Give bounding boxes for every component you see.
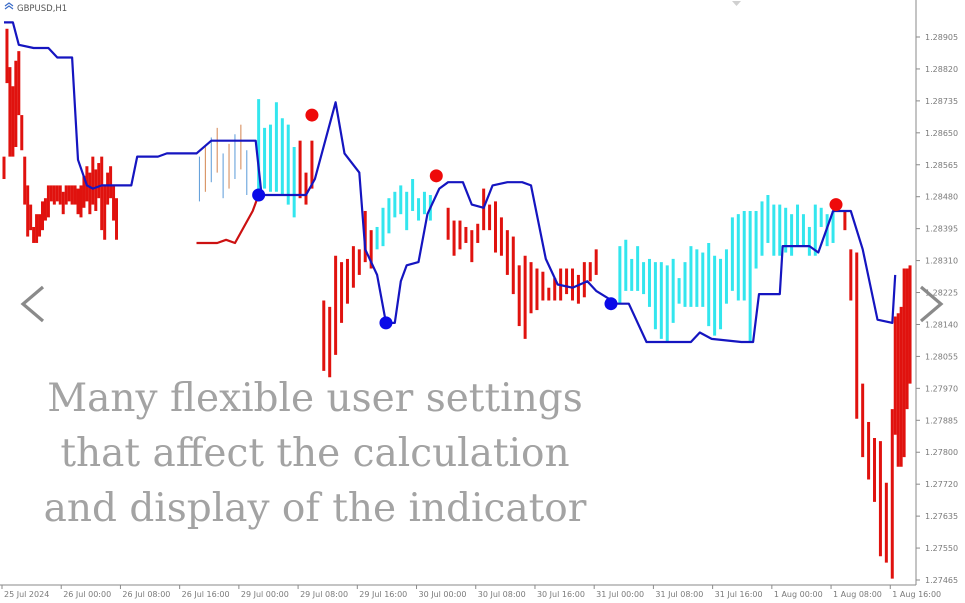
time-tick-label: 1 Aug 00:00 (774, 590, 823, 599)
time-tick-label: 30 Jul 16:00 (537, 590, 585, 599)
price-tick-label: 1.27635 (925, 512, 958, 521)
overlay-line-3: and display of the indicator (44, 486, 587, 531)
overlay-caption: Many flexible user settings that affect … (44, 376, 587, 531)
time-tick-label: 29 Jul 08:00 (300, 590, 348, 599)
scroll-marker (732, 1, 741, 6)
time-tick-label: 26 Jul 16:00 (182, 590, 230, 599)
price-tick-label: 1.28395 (925, 225, 958, 234)
time-tick-label: 1 Aug 08:00 (833, 590, 882, 599)
symbol-icon (4, 2, 14, 10)
prev-slide-button[interactable] (20, 285, 45, 323)
chevron-right-icon[interactable] (919, 285, 944, 323)
price-tick-label: 1.27465 (925, 576, 958, 585)
overlay-line-1: Many flexible user settings (47, 376, 582, 421)
time-tick-label: 29 Jul 16:00 (359, 590, 407, 599)
symbol-header: GBPUSD,H1 (4, 2, 67, 14)
price-tick-label: 1.28055 (925, 352, 958, 361)
price-tick-label: 1.27800 (925, 448, 958, 457)
overlay-line-2: that affect the calculation (60, 431, 569, 476)
time-tick-label: 1 Aug 16:00 (892, 590, 941, 599)
price-axis: 1.28905 1.28820 1.28735 1.28650 1.28565 1.284… (916, 33, 958, 585)
time-tick-label: 26 Jul 08:00 (122, 590, 170, 599)
plot-area (2, 21, 912, 579)
reversal-dot-top (829, 198, 843, 212)
triangle-down-icon (732, 1, 741, 6)
price-tick-label: 1.28650 (925, 129, 958, 138)
price-tick-label: 1.28735 (925, 97, 958, 106)
time-tick-label: 30 Jul 00:00 (419, 590, 467, 599)
price-tick-label: 1.28820 (925, 65, 958, 74)
price-tick-label: 1.28905 (925, 33, 958, 42)
price-tick-label: 1.28310 (925, 257, 958, 266)
time-tick-label: 26 Jul 00:00 (63, 590, 111, 599)
time-tick-label: 29 Jul 00:00 (241, 590, 289, 599)
time-tick-label: 31 Jul 00:00 (596, 590, 644, 599)
price-tick-label: 1.27720 (925, 480, 958, 489)
price-tick-label: 1.27885 (925, 416, 958, 425)
time-axis: 25 Jul 2024 26 Jul 00:00 26 Jul 08:00 26 Ju… (1, 585, 941, 599)
price-tick-label: 1.27550 (925, 544, 958, 553)
next-slide-button[interactable] (919, 285, 944, 323)
time-tick-label: 25 Jul 2024 (4, 590, 49, 599)
price-tick-label: 1.28480 (925, 193, 958, 202)
price-tick-label: 1.28225 (925, 289, 958, 298)
trend-line-lower (196, 194, 260, 245)
reversal-dot-bottom (604, 297, 618, 311)
reversal-dot-bottom (252, 188, 266, 202)
reversal-dot-top (429, 169, 443, 183)
trend-line (4, 21, 897, 344)
time-tick-label: 30 Jul 08:00 (478, 590, 526, 599)
reversal-dot-bottom (379, 316, 393, 330)
chevron-left-icon[interactable] (20, 285, 45, 323)
time-tick-label: 31 Jul 16:00 (715, 590, 763, 599)
symbol-label: GBPUSD,H1 (17, 4, 67, 14)
price-tick-label: 1.27970 (925, 384, 958, 393)
price-tick-label: 1.28565 (925, 161, 958, 170)
price-tick-label: 1.28140 (925, 320, 958, 329)
time-tick-label: 31 Jul 08:00 (655, 590, 703, 599)
reversal-dot-top (305, 108, 319, 122)
